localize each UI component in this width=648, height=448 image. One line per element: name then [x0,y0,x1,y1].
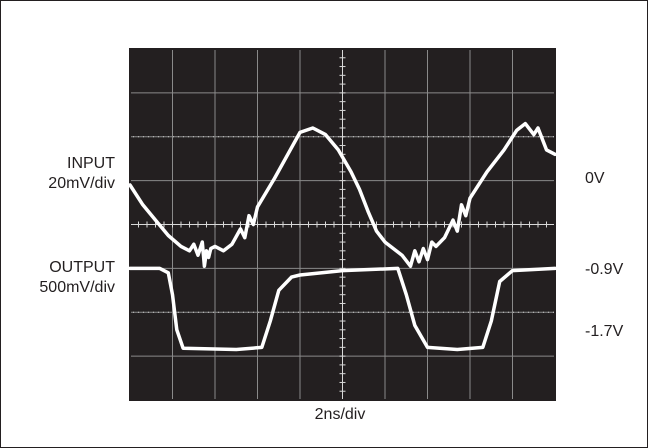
screen-border [129,48,556,401]
output-label-line-1: OUTPUT [49,259,115,276]
right-label-0v: 0V [585,170,605,187]
x-axis-label: 2ns/div [314,406,366,423]
input-label: INPUT 20mV/div [24,154,115,194]
right-label-minus-1-7v: -1.7V [585,323,624,340]
output-label-line-2: 500mV/div [39,279,115,296]
right-label-minus-0-9v: -0.9V [585,261,624,278]
input-trace [128,121,557,268]
output-label: OUTPUT 500mV/div [14,258,115,298]
output-trace [128,266,557,352]
input-label-line-1: INPUT [67,155,115,172]
input-label-line-2: 20mV/div [48,175,115,192]
